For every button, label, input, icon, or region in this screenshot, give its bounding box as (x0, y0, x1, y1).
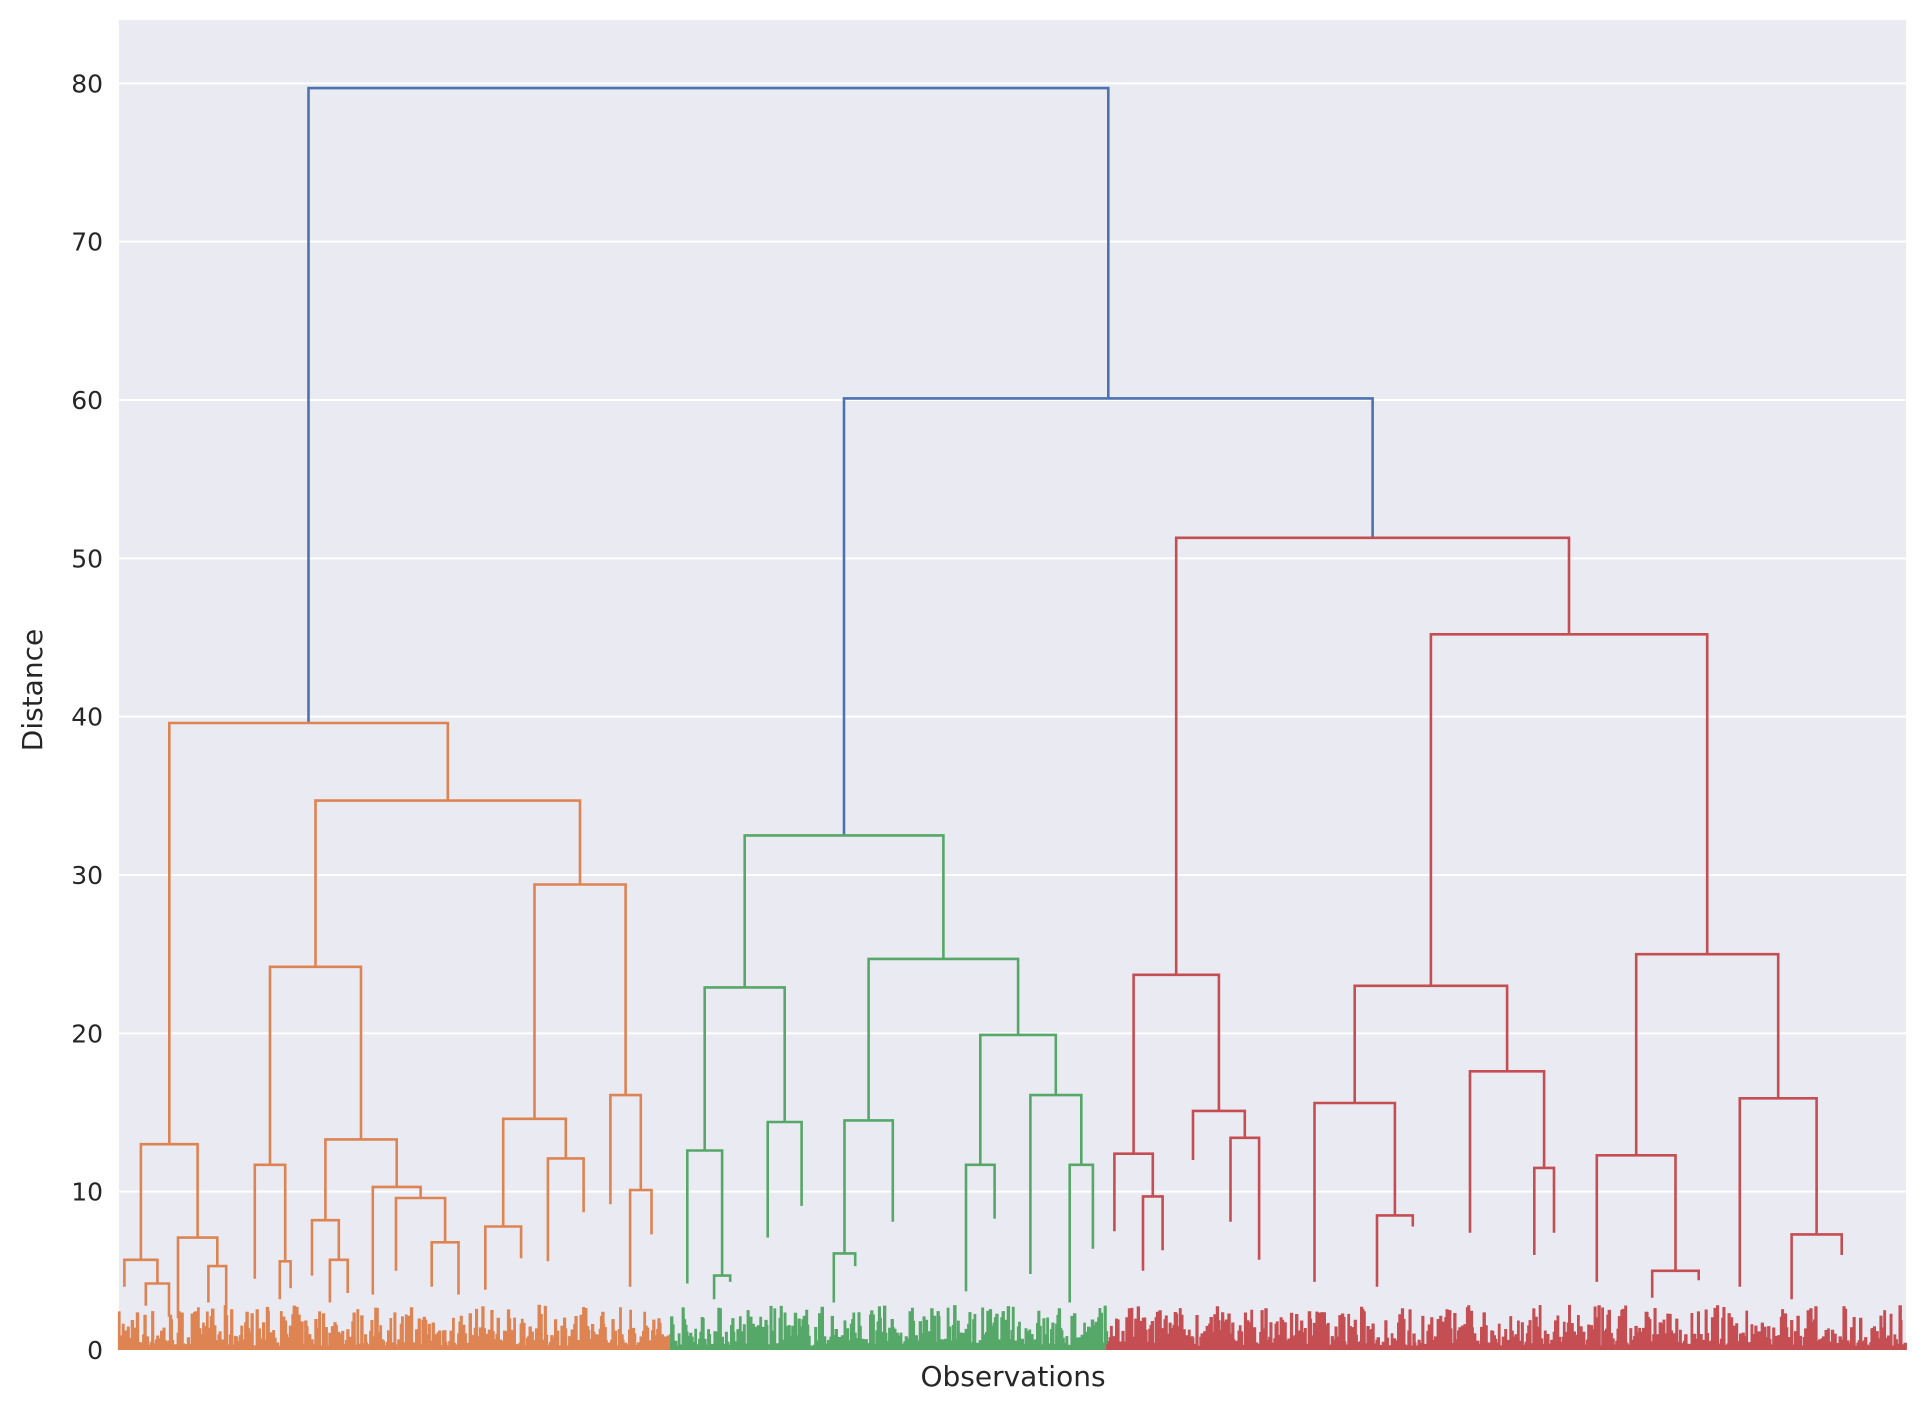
y-tick-label: 10 (71, 1178, 103, 1207)
dendrogram-link-R2Lb (1468, 1070, 1546, 1233)
dendrogram-link-A1a (123, 1258, 159, 1287)
dendrogram-link-A2Lb2c (430, 1241, 460, 1295)
dendrogram-link-R2La (1313, 1101, 1397, 1282)
dendrogram-link-G2a1 (832, 1252, 857, 1303)
dendrogram-link-A2Lb2 (371, 1185, 422, 1295)
low-level-merges (117, 1304, 1907, 1350)
dendrogram-link-A2Lb (324, 1138, 398, 1221)
dendrogram-link-R2 (1429, 633, 1709, 986)
dendrogram-link-R2Lb2 (1533, 1166, 1556, 1255)
dendrogram-link-root (307, 86, 1110, 723)
dendrogram-link-G (743, 834, 945, 988)
dendrogram-link-R1a2 (1141, 1195, 1164, 1271)
y-tick-labels: 0 10 20 30 40 50 60 70 80 (71, 69, 103, 1365)
y-tick-label: 30 (71, 861, 103, 890)
dendrogram-link-G1a (686, 1149, 724, 1284)
dendrogram-link-A2Ra2 (546, 1157, 585, 1262)
dendrogram-link-R (1174, 536, 1571, 975)
dendrogram-link-A2Rb2 (628, 1188, 653, 1287)
dendrogram-link-A2Lb1b (328, 1258, 349, 1303)
dendrogram-link-R2Ra2 (1650, 1269, 1700, 1298)
dendrogram-link-A2Lb2b (394, 1196, 447, 1271)
dendrogram-link-R1b (1191, 1109, 1247, 1160)
dendrogram-link-B (842, 397, 1374, 836)
y-tick-label: 0 (87, 1336, 103, 1365)
dendrogram-link-G2a (843, 1119, 895, 1254)
dendrogram-link-G2b2 (1029, 1093, 1083, 1274)
dendrogram-link-G1 (703, 986, 786, 1151)
grid-lines (119, 82, 1906, 1351)
dendrogram-link-G2b1 (964, 1163, 996, 1292)
dendrogram-link-A2L (268, 965, 363, 1165)
dendrogram-link-A1b2 (207, 1264, 228, 1311)
x-axis-label: Observations (920, 1360, 1105, 1393)
leaf-merge-texture (670, 1305, 1109, 1350)
y-tick-label: 20 (71, 1019, 103, 1048)
dendrogram-links (123, 86, 1843, 1319)
y-tick-label: 40 (71, 703, 103, 732)
dendrogram-link-A2La2 (278, 1260, 292, 1300)
y-tick-label: 80 (71, 69, 103, 98)
dendrogram-link-G2b2b (1068, 1163, 1095, 1303)
dendrogram-link-R1 (1132, 973, 1221, 1154)
dendrogram-link-R1b2 (1229, 1136, 1261, 1260)
dendrogram-link-G1b (766, 1120, 803, 1238)
y-tick-label: 70 (71, 228, 103, 257)
y-tick-label: 60 (71, 386, 103, 415)
dendrogram-link-A1b (176, 1236, 219, 1319)
dendrogram-link-A2Lb1 (310, 1218, 341, 1276)
dendrogram-link-A2R (533, 883, 627, 1119)
dendrogram-link-A (168, 721, 450, 1145)
dendrogram-link-R2La2 (1375, 1214, 1415, 1287)
dendrogram-link-R1a (1113, 1152, 1155, 1232)
dendrogram-link-G2 (867, 957, 1020, 1121)
dendrogram-link-A2Ra1 (484, 1225, 523, 1290)
dendrogram-link-A2Rb (609, 1093, 643, 1205)
dendrogram-link-R2Rb (1738, 1097, 1818, 1287)
leaf-merge-texture (1106, 1304, 1907, 1350)
dendrogram-link-R2L (1353, 984, 1509, 1103)
dendrogram-link-R2Rb2 (1790, 1233, 1843, 1300)
dendrogram-link-A1 (139, 1142, 199, 1260)
plot-area (119, 20, 1906, 1350)
dendrogram-link-A2Ra (501, 1117, 568, 1227)
y-axis-label: Distance (16, 629, 49, 751)
dendrogram-link-A1a2 (144, 1282, 171, 1317)
dendrogram-link-R2R (1634, 952, 1780, 1156)
y-tick-label: 50 (71, 544, 103, 573)
dendrogram-link-A2La (253, 1163, 287, 1279)
dendrogram-link-R2Ra (1595, 1154, 1677, 1282)
dendrogram-link-G2b (979, 1033, 1058, 1165)
dendrogram-link-G1a2 (712, 1274, 732, 1300)
dendrogram-link-A2 (314, 799, 582, 967)
leaf-merge-texture (117, 1304, 673, 1350)
